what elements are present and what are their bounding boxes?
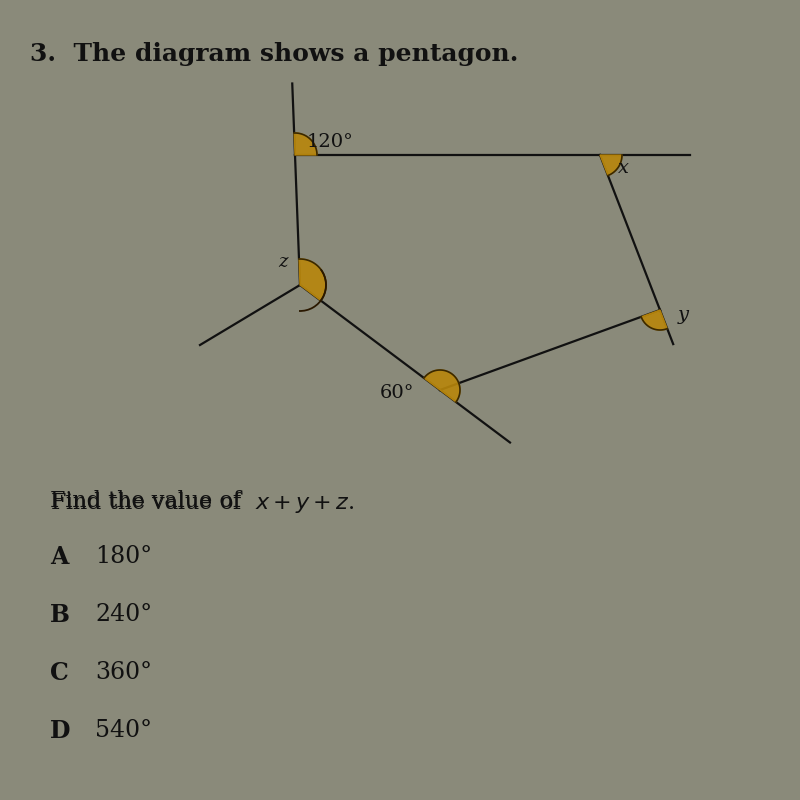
Polygon shape	[600, 155, 622, 175]
Text: D: D	[50, 719, 70, 743]
Text: Find the value of: Find the value of	[50, 490, 248, 512]
Polygon shape	[299, 259, 326, 301]
Text: 180°: 180°	[95, 545, 152, 568]
Text: 240°: 240°	[95, 603, 152, 626]
Polygon shape	[642, 310, 667, 330]
Text: 540°: 540°	[95, 719, 152, 742]
Polygon shape	[424, 370, 460, 402]
Text: 360°: 360°	[95, 661, 152, 684]
Text: Find the value of  $x + y + z$.: Find the value of $x + y + z$.	[50, 490, 354, 515]
Text: A: A	[50, 545, 68, 569]
Text: 60°: 60°	[380, 384, 414, 402]
Text: 120°: 120°	[307, 133, 354, 151]
Text: C: C	[50, 661, 69, 685]
Text: 3.  The diagram shows a pentagon.: 3. The diagram shows a pentagon.	[30, 42, 518, 66]
Text: y: y	[678, 306, 689, 324]
Polygon shape	[294, 133, 317, 155]
Text: z: z	[278, 253, 287, 271]
Text: x: x	[618, 159, 629, 177]
Text: B: B	[50, 603, 70, 627]
